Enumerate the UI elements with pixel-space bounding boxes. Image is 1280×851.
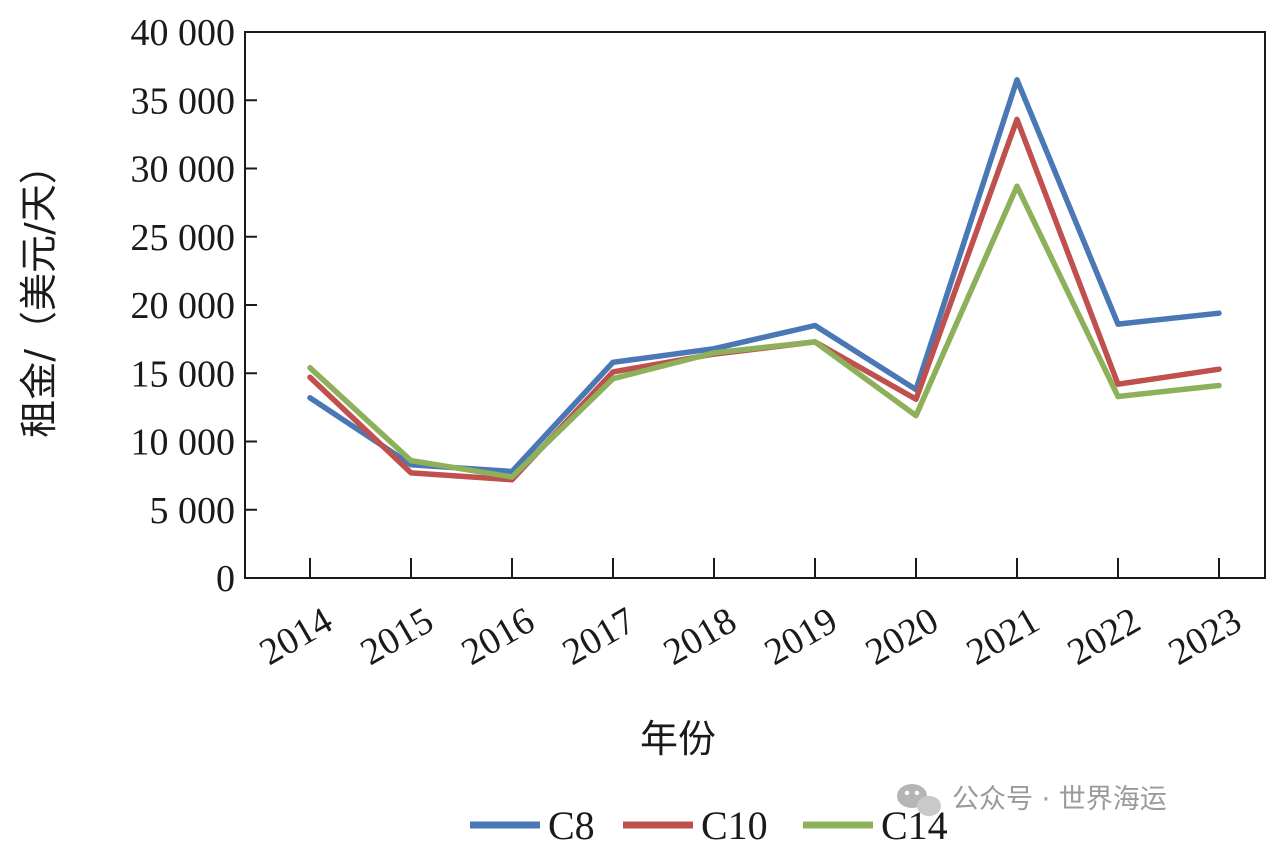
x-tick-label: 2014 bbox=[253, 599, 340, 673]
data-point bbox=[307, 374, 313, 380]
y-tick-label: 30 000 bbox=[131, 149, 236, 191]
data-point bbox=[812, 322, 818, 329]
legend: C8 C10 C14 bbox=[470, 803, 948, 848]
data-point bbox=[610, 376, 616, 382]
watermark-text: 公众号 · 世界海运 bbox=[952, 784, 1167, 815]
data-point bbox=[408, 458, 414, 464]
y-tick-label: 0 bbox=[216, 558, 235, 600]
series-c14 bbox=[307, 183, 1222, 480]
legend-item-c10: C10 bbox=[623, 803, 768, 848]
y-axis: 0 5 000 10 000 15 000 20 000 25 000 30 000 35 0… bbox=[131, 12, 257, 600]
data-point bbox=[1115, 381, 1121, 387]
data-point bbox=[812, 339, 818, 345]
watermark: 公众号 · 世界海运 bbox=[897, 784, 1167, 816]
data-point bbox=[307, 365, 313, 371]
y-tick-label: 5 000 bbox=[150, 490, 236, 532]
series-lines bbox=[307, 77, 1222, 483]
data-point bbox=[1014, 116, 1020, 122]
x-axis: 2014 2015 2016 2017 2018 2019 2020 2021 2022 2023 bbox=[253, 558, 1249, 674]
series-c10 bbox=[307, 116, 1222, 483]
data-point bbox=[408, 470, 414, 476]
data-point bbox=[1115, 321, 1121, 327]
series-c8 bbox=[307, 77, 1222, 475]
data-point bbox=[913, 396, 919, 402]
data-point bbox=[1014, 183, 1020, 189]
x-tick-label: 2018 bbox=[657, 599, 744, 673]
x-tick-label: 2023 bbox=[1162, 599, 1249, 673]
x-tick-label: 2016 bbox=[455, 599, 542, 673]
data-point bbox=[1115, 393, 1121, 400]
y-tick-label: 15 000 bbox=[131, 353, 236, 395]
y-tick-label: 25 000 bbox=[131, 217, 236, 259]
series-line-c14 bbox=[307, 183, 1222, 480]
x-tick-label: 2017 bbox=[556, 599, 643, 673]
y-tick-label: 20 000 bbox=[131, 285, 236, 327]
data-point bbox=[711, 350, 717, 356]
y-tick-label: 10 000 bbox=[131, 422, 236, 464]
data-point bbox=[307, 395, 313, 401]
data-point bbox=[1216, 310, 1222, 316]
x-tick-label: 2019 bbox=[758, 599, 845, 673]
x-axis-title: 年份 bbox=[640, 717, 716, 761]
data-point bbox=[509, 474, 515, 480]
data-point bbox=[1216, 382, 1222, 389]
series-line-c10 bbox=[307, 116, 1222, 483]
legend-label: C10 bbox=[701, 803, 768, 848]
x-tick-label: 2021 bbox=[960, 599, 1047, 673]
data-point bbox=[913, 413, 919, 419]
data-point bbox=[1014, 77, 1020, 83]
legend-item-c8: C8 bbox=[470, 803, 595, 848]
legend-label: C8 bbox=[548, 803, 595, 848]
y-axis-title: 租金/（美元/天） bbox=[17, 146, 61, 438]
x-tick-label: 2022 bbox=[1061, 599, 1148, 673]
x-tick-label: 2015 bbox=[354, 599, 441, 673]
y-tick-label: 35 000 bbox=[131, 80, 236, 122]
data-point bbox=[1216, 366, 1222, 372]
y-tick-label: 40 000 bbox=[131, 12, 236, 54]
data-point bbox=[610, 369, 616, 375]
wechat-icon bbox=[897, 784, 941, 816]
series-line-c8 bbox=[307, 77, 1222, 475]
x-tick-label: 2020 bbox=[859, 599, 946, 673]
data-point bbox=[610, 359, 616, 365]
